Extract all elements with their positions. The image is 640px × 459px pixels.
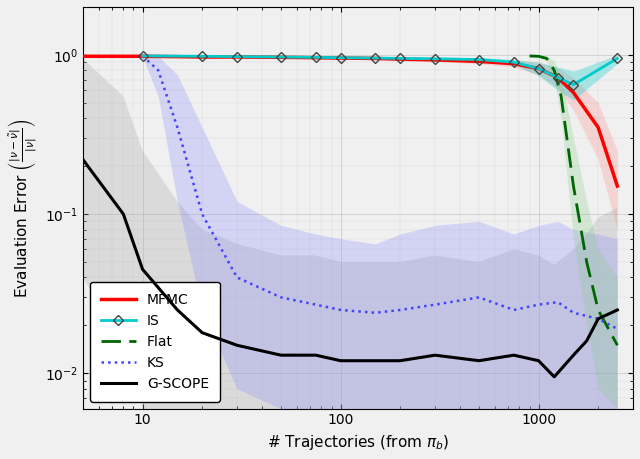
Line: Flat: Flat <box>529 56 618 345</box>
Flat <box>525 53 533 59</box>
G-SCOPE <box>337 358 344 364</box>
KS <box>277 295 285 300</box>
IS <box>372 55 380 61</box>
G-SCOPE <box>372 358 380 364</box>
MFMC <box>570 90 577 95</box>
G-SCOPE <box>475 358 483 364</box>
KS <box>233 274 241 280</box>
KS <box>198 211 206 217</box>
MFMC <box>510 61 518 67</box>
G-SCOPE <box>595 316 602 322</box>
Flat <box>550 67 558 73</box>
G-SCOPE <box>550 374 558 380</box>
G-SCOPE <box>510 353 518 358</box>
KS <box>475 295 483 300</box>
G-SCOPE <box>79 157 87 162</box>
IS <box>570 82 577 87</box>
MFMC <box>614 183 621 189</box>
Flat <box>583 259 591 265</box>
KS <box>535 302 543 308</box>
KS <box>595 316 602 322</box>
G-SCOPE <box>198 330 206 336</box>
MFMC <box>535 66 543 71</box>
KS <box>312 302 319 308</box>
IS <box>614 56 621 61</box>
IS <box>312 55 319 60</box>
G-SCOPE <box>570 353 577 358</box>
KS <box>337 307 344 313</box>
IS <box>277 54 285 60</box>
G-SCOPE <box>277 353 285 358</box>
KS <box>154 67 162 73</box>
G-SCOPE <box>431 353 439 358</box>
IS <box>139 53 147 59</box>
Line: KS: KS <box>143 56 618 329</box>
KS <box>396 307 404 313</box>
KS <box>614 326 621 332</box>
KS <box>372 310 380 315</box>
KS <box>554 299 562 305</box>
MFMC <box>233 54 241 60</box>
G-SCOPE <box>233 342 241 348</box>
MFMC <box>198 54 206 60</box>
MFMC <box>337 55 344 61</box>
G-SCOPE <box>173 307 181 313</box>
MFMC <box>173 54 181 59</box>
MFMC <box>554 75 562 80</box>
G-SCOPE <box>312 353 319 358</box>
IS <box>475 57 483 62</box>
Line: G-SCOPE: G-SCOPE <box>83 160 618 377</box>
MFMC <box>277 55 285 60</box>
IS <box>535 66 543 71</box>
Line: MFMC: MFMC <box>83 56 618 186</box>
MFMC <box>595 125 602 130</box>
KS <box>431 302 439 308</box>
Flat <box>570 183 577 189</box>
KS <box>570 310 577 315</box>
G-SCOPE <box>614 307 621 313</box>
MFMC <box>312 55 319 61</box>
IS <box>198 54 206 59</box>
X-axis label: # Trajectories (from $\pi_b$): # Trajectories (from $\pi_b$) <box>267 433 449 452</box>
Flat <box>557 94 565 99</box>
MFMC <box>139 54 147 59</box>
IS <box>337 55 344 61</box>
IS <box>554 75 562 80</box>
Flat <box>535 54 543 59</box>
Line: IS: IS <box>139 52 621 88</box>
Legend: MFMC, IS, Flat, KS, G-SCOPE: MFMC, IS, Flat, KS, G-SCOPE <box>90 282 220 402</box>
MFMC <box>79 54 87 59</box>
MFMC <box>372 56 380 61</box>
Flat <box>595 307 602 313</box>
Y-axis label: Evaluation Error $\left(\frac{|\nu - \tilde{\nu}|}{|\nu|}\right)$: Evaluation Error $\left(\frac{|\nu - \ti… <box>7 118 39 297</box>
IS <box>431 56 439 62</box>
G-SCOPE <box>120 211 127 217</box>
IS <box>510 59 518 65</box>
MFMC <box>475 59 483 64</box>
G-SCOPE <box>583 338 591 344</box>
KS <box>510 307 518 313</box>
Flat <box>614 342 621 348</box>
MFMC <box>396 56 404 62</box>
G-SCOPE <box>535 358 543 364</box>
MFMC <box>120 54 127 59</box>
MFMC <box>431 57 439 62</box>
KS <box>139 53 147 59</box>
G-SCOPE <box>396 358 404 364</box>
IS <box>396 56 404 61</box>
KS <box>173 125 181 130</box>
G-SCOPE <box>139 267 147 272</box>
Flat <box>543 56 550 61</box>
IS <box>233 54 241 59</box>
